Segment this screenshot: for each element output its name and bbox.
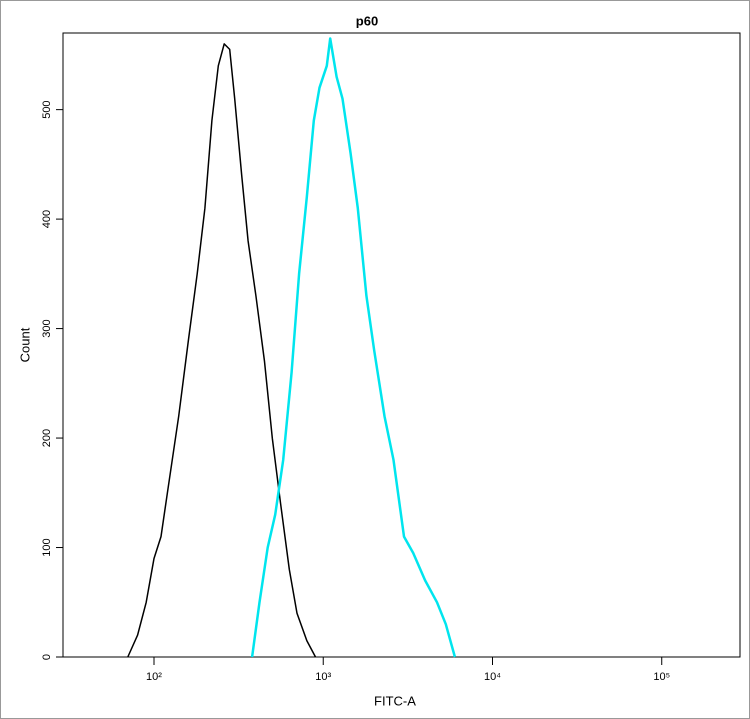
y-tick-label: 0	[41, 654, 53, 660]
y-tick-label: 200	[41, 429, 53, 447]
y-tick-label: 500	[41, 100, 53, 118]
chart-title: p60	[356, 13, 378, 28]
x-tick-label: 10⁵	[653, 671, 670, 683]
x-tick-label: 10³	[315, 671, 331, 683]
x-axis-label: FITC-A	[374, 693, 416, 708]
y-tick-label: 400	[41, 210, 53, 228]
y-axis-label: Count	[17, 327, 32, 362]
histogram-line	[127, 43, 317, 658]
x-tick-label: 10²	[146, 671, 162, 683]
plot-area	[62, 32, 741, 658]
x-tick-label: 10⁴	[484, 671, 501, 683]
y-tick-label: 100	[41, 538, 53, 556]
histogram-line	[250, 37, 457, 658]
y-tick-label: 300	[41, 319, 53, 337]
